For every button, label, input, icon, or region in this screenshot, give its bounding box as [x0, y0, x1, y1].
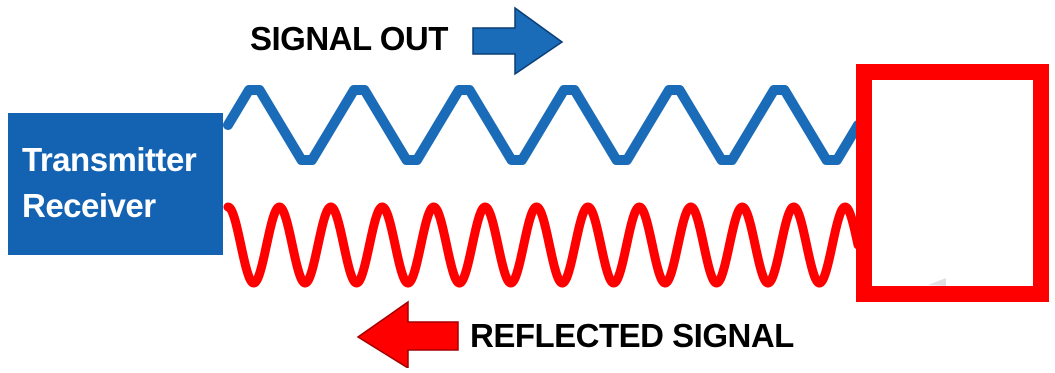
receiver-label: Receiver: [22, 187, 156, 224]
transmitter-label: Transmitter: [22, 141, 197, 178]
reflected-signal-label: REFLECTED SIGNAL: [470, 317, 794, 354]
outgoing-wave: [223, 85, 863, 165]
target-box: [856, 64, 1049, 302]
reflected-wave: [223, 202, 863, 288]
target-corner-notch: [928, 278, 946, 286]
signal-out-label: SIGNAL OUT: [250, 20, 448, 57]
transmitter-receiver-box: Transmitter Receiver: [8, 113, 223, 255]
arrow-right-icon: [472, 6, 564, 76]
arrow-left-icon: [356, 300, 459, 370]
